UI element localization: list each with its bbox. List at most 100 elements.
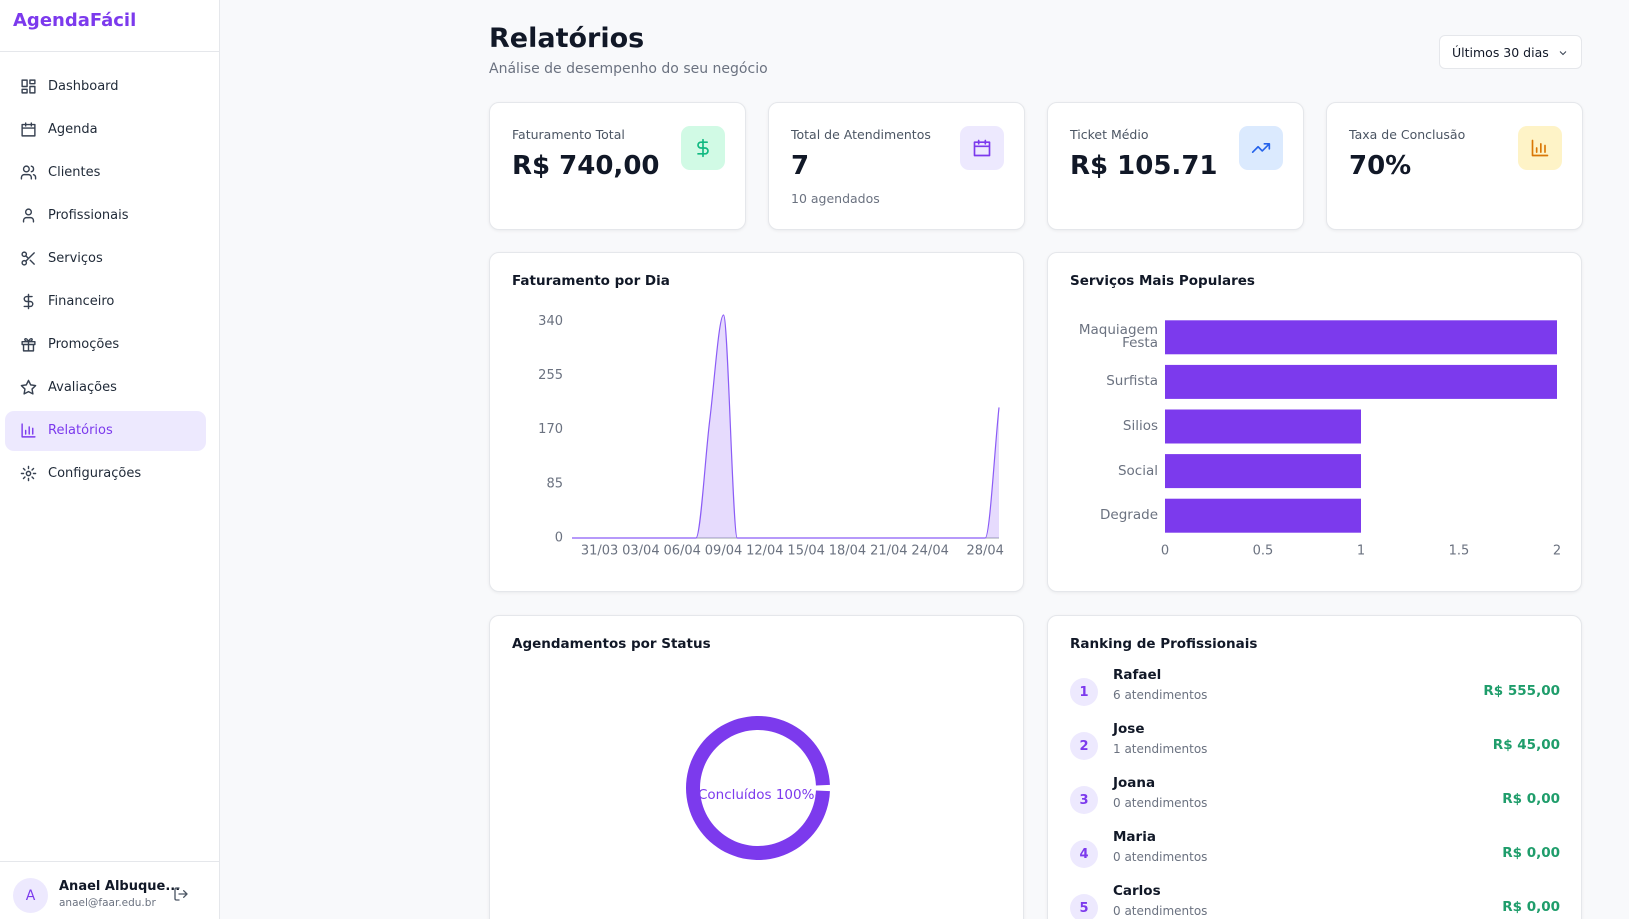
stat-value: 7 [791, 151, 810, 181]
chart-title: Agendamentos por Status [512, 636, 711, 652]
appointment-count: 0 atendimentos [1113, 904, 1208, 918]
y-tick-label: 0 [555, 531, 563, 546]
nav-item[interactable]: Avaliações [5, 368, 206, 408]
user-email: anael@faar.edu.br [59, 897, 156, 909]
x-tick-label: 0.5 [1253, 544, 1274, 559]
x-tick-label: 24/04 [911, 544, 948, 559]
chart-title: Serviços Mais Populares [1070, 273, 1255, 289]
y-tick-label: Degrade [1100, 507, 1158, 524]
professional-revenue: R$ 555,00 [1483, 683, 1560, 699]
icon-path [20, 379, 37, 395]
y-tick-label: Social [1117, 462, 1158, 479]
period-select[interactable]: Últimos 30 dias [1439, 35, 1582, 69]
nav-label: Financeiro [48, 294, 115, 309]
x-tick-label: 06/04 [663, 544, 700, 559]
sidebar: AgendaFácil Dashboard Agenda Clientes Profi… [0, 0, 220, 919]
bar [1165, 320, 1557, 355]
nav-label: Promoções [48, 337, 120, 353]
icon [23, 293, 34, 310]
slice-value: 100% [776, 787, 815, 803]
appointment-count: 1 atendimentos [1113, 742, 1208, 756]
stat-note: 10 agendados [791, 191, 880, 206]
nav-item[interactable]: Clientes [5, 152, 206, 192]
ranking-title: Ranking de Profissionais [1070, 636, 1258, 652]
nav-item[interactable]: Configurações [5, 454, 206, 494]
stat-label: Faturamento Total [512, 127, 625, 142]
nav-item[interactable]: Dashboard [5, 66, 206, 106]
icon-path [21, 78, 36, 94]
x-tick-label: 21/04 [870, 544, 907, 559]
icon [20, 379, 37, 395]
chart: 0 0.5 1 1.5 2 Maquiagem Festa Surfista Silios So… [1079, 320, 1561, 559]
x-tick-label: 1.5 [1449, 544, 1470, 559]
icon [21, 78, 36, 94]
page-title: Relatórios [489, 23, 645, 54]
slice-label: Concluídos 100% [698, 787, 815, 803]
stat-value: R$ 105.71 [1070, 151, 1218, 181]
icon [1531, 139, 1549, 157]
nav-item[interactable]: Promoções [5, 325, 206, 365]
professional-revenue: R$ 0,00 [1502, 899, 1560, 915]
bar [1165, 364, 1557, 399]
stat-label: Taxa de Conclusão [1349, 127, 1466, 142]
brand[interactable]: AgendaFácil [13, 10, 137, 31]
user-name: Anael Albuque... [59, 879, 181, 894]
nav-label: Dashboard [48, 78, 119, 94]
stat-value: R$ 740,00 [512, 151, 660, 181]
nav-item[interactable]: Relatórios [5, 410, 206, 451]
y-tick-label: 170 [538, 422, 563, 437]
icon [22, 208, 35, 223]
icon-path [1531, 139, 1549, 157]
category-label-box: Silios [1123, 419, 1158, 433]
y-tick-label: 255 [538, 368, 563, 383]
icon [20, 165, 37, 180]
professional-name: Carlos [1113, 883, 1161, 899]
stat-icon [681, 126, 725, 170]
x-tick-label: 1 [1357, 544, 1365, 559]
professional-name: Jose [1113, 721, 1145, 737]
ranking-card: Ranking de Profissionais 1 Rafael 6 atendim… [1047, 615, 1582, 919]
icon [21, 423, 36, 438]
area [572, 315, 999, 538]
category-label-box: Degrade [1100, 507, 1158, 524]
chart-card: 0 85 170 255 340 31/03 03/04 06/04 09/04 12/04 15/… [489, 252, 1024, 592]
logout-button[interactable] [173, 886, 189, 902]
icon [21, 338, 36, 352]
avatar: A [13, 878, 48, 913]
nav-label: Serviços [48, 250, 103, 266]
stat-icon [960, 126, 1004, 170]
icon-path [697, 138, 709, 158]
divider [0, 51, 220, 52]
icon-path [21, 423, 36, 438]
nav-label: Configurações [48, 466, 142, 482]
page-subtitle: Análise de desempenho do seu negócio [489, 61, 768, 77]
x-tick-label: 12/04 [746, 544, 783, 559]
chart-card: 0 0.5 1 1.5 2 Maquiagem Festa Surfista Silios So… [1047, 252, 1582, 592]
icon-path [22, 208, 35, 223]
x-tick-label: 03/04 [622, 544, 659, 559]
chart-title: Faturamento por Dia [512, 273, 670, 289]
nav-item[interactable]: Agenda [5, 109, 206, 149]
appointment-count: 0 atendimentos [1113, 796, 1208, 810]
nav-item[interactable]: Financeiro [5, 282, 206, 322]
nav-item[interactable]: Serviços [5, 238, 206, 278]
x-tick-label: 09/04 [705, 544, 742, 559]
bar [1165, 498, 1361, 533]
professional-revenue: R$ 45,00 [1492, 737, 1560, 753]
rank-badge: 4 [1070, 840, 1098, 868]
appointment-count: 0 atendimentos [1113, 850, 1208, 864]
icon [20, 466, 37, 482]
x-tick-label: 31/03 [581, 544, 618, 559]
icon [973, 139, 991, 157]
icon-path [973, 139, 991, 157]
stat-label: Ticket Médio [1070, 127, 1149, 142]
professional-revenue: R$ 0,00 [1502, 845, 1560, 861]
leader-line [815, 794, 830, 798]
nav-item[interactable]: Profissionais [5, 195, 206, 235]
stat-icon [1518, 126, 1562, 170]
icon [697, 138, 709, 158]
slice-name: Concluídos [698, 787, 772, 803]
x-tick-label: 18/04 [829, 544, 866, 559]
